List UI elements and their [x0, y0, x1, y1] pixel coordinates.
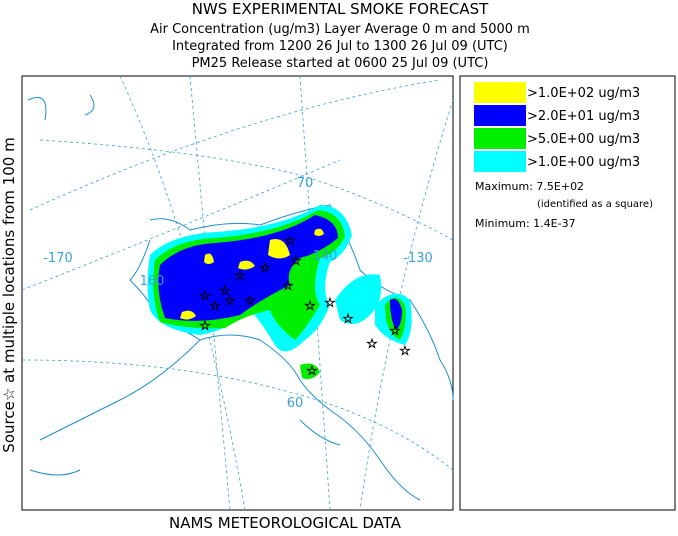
legend-swatch — [474, 105, 526, 126]
legend-label: >2.0E+01 ug/m3 — [527, 109, 640, 124]
grid-label: -170 — [43, 251, 73, 266]
grid-labels: 70 -170 160 140 -130 60 — [43, 176, 433, 411]
svg-text:☆: ☆ — [389, 324, 401, 339]
svg-text:☆: ☆ — [209, 299, 221, 314]
svg-text:☆: ☆ — [342, 312, 354, 327]
legend-swatch — [474, 128, 526, 149]
coastline — [27, 94, 454, 501]
svg-text:☆: ☆ — [304, 299, 316, 314]
grid-label: 140 — [313, 249, 338, 264]
svg-text:☆: ☆ — [259, 261, 271, 276]
plume — [147, 205, 412, 380]
legend-label: >1.0E+00 ug/m3 — [527, 155, 640, 170]
svg-text:☆: ☆ — [199, 319, 211, 334]
svg-text:☆: ☆ — [306, 364, 318, 379]
svg-text:☆: ☆ — [234, 269, 246, 284]
grid-label: -130 — [403, 251, 433, 266]
subtitle: Integrated from 1200 26 Jul to 1300 26 J… — [172, 39, 508, 54]
subtitle: Air Concentration (ug/m3) Layer Average … — [150, 22, 530, 37]
svg-text:☆: ☆ — [224, 294, 236, 309]
source-stars: ☆☆☆ ☆☆☆ ☆ ☆☆ ☆☆ ☆ ☆☆ ☆ ☆☆☆ — [199, 234, 411, 380]
svg-text:☆: ☆ — [282, 279, 294, 294]
map: ☆☆☆ ☆☆☆ ☆ ☆☆ ☆☆ ☆ ☆☆ ☆ ☆☆☆ 70 -170 160 140 … — [21, 75, 454, 511]
svg-text:☆: ☆ — [290, 254, 302, 269]
svg-text:☆: ☆ — [199, 289, 211, 304]
svg-text:☆: ☆ — [284, 234, 296, 249]
legend-label: >5.0E+00 ug/m3 — [527, 132, 640, 147]
title: NWS EXPERIMENTAL SMOKE FORECAST — [192, 0, 489, 18]
svg-text:☆: ☆ — [324, 296, 336, 311]
grid-label: 70 — [297, 176, 314, 191]
subtitle: PM25 Release started at 0600 25 Jul 09 (… — [192, 56, 489, 71]
grid-label: 160 — [140, 274, 165, 289]
svg-text:☆: ☆ — [219, 284, 231, 299]
maximum-note: (identified as a square) — [537, 199, 653, 210]
legend-swatch — [474, 151, 526, 172]
svg-text:☆: ☆ — [399, 344, 411, 359]
grid-label: 60 — [287, 396, 304, 411]
svg-text:☆: ☆ — [244, 294, 256, 309]
footer: NAMS METEOROLOGICAL DATA — [169, 514, 402, 532]
side-label: Source☆ at multiple locations from 100 m — [0, 137, 18, 452]
legend-label: >1.0E+02 ug/m3 — [527, 86, 640, 101]
legend: Maximum: 7.5E+02 (identified as a square… — [459, 75, 676, 511]
minimum: Minimum: 1.4E-37 — [475, 217, 576, 230]
svg-text:☆: ☆ — [366, 337, 378, 352]
maximum: Maximum: 7.5E+02 — [475, 180, 584, 193]
legend-swatch — [474, 82, 526, 103]
